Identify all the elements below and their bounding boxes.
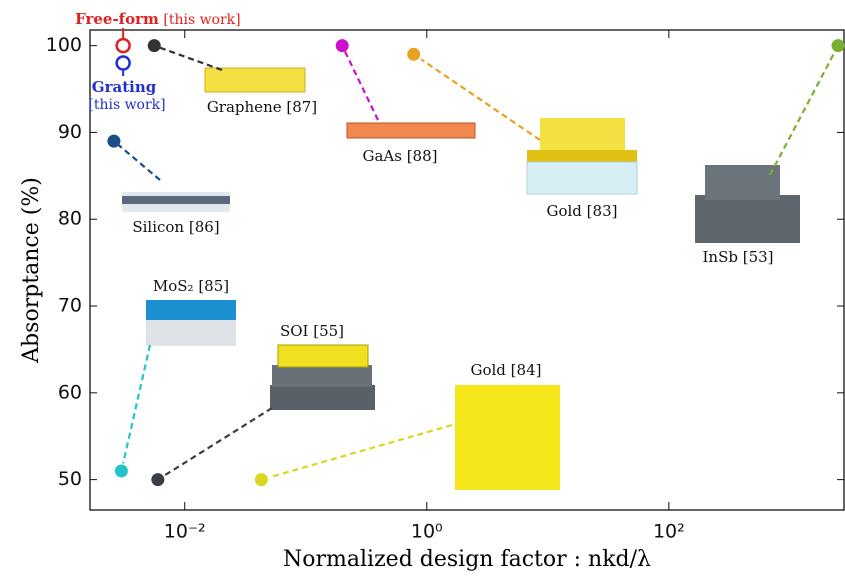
x-tick-label: 10⁰ (411, 521, 443, 543)
illustration (146, 300, 236, 320)
arrow (272, 423, 453, 478)
arrow (157, 46, 223, 72)
point-label: MoS₂ [85] (153, 277, 229, 295)
y-tick-label: 80 (58, 208, 82, 230)
plot-frame (89, 29, 845, 511)
point-label: SOI [55] (280, 322, 344, 340)
illustration (146, 318, 236, 346)
point-note: [this work] (88, 97, 165, 113)
x-tick-label: 10⁻² (164, 521, 206, 543)
illustration (270, 385, 375, 410)
point-label: Silicon [86] (132, 218, 219, 236)
data-point (147, 39, 161, 53)
illustration (695, 195, 800, 243)
y-tick-label: 100 (46, 34, 82, 56)
data-point (115, 37, 131, 54)
data-point (831, 39, 845, 53)
y-tick-label: 50 (58, 468, 82, 490)
illustration (705, 165, 780, 200)
y-axis-label: Absorptance (%) (19, 177, 44, 364)
arrow (420, 58, 541, 141)
data-point (151, 473, 165, 487)
y-tick-label: 70 (58, 295, 82, 317)
y-tick-label: 60 (58, 381, 82, 403)
data-point (114, 464, 128, 478)
point-label: Gold [83] (547, 202, 618, 220)
data-point (407, 47, 421, 61)
point-label: Graphene [87] (207, 98, 317, 116)
arrow (769, 52, 835, 176)
x-axis-label: Normalized design factor : nkd/λ (283, 547, 651, 572)
data-point (115, 55, 131, 71)
arrow (115, 142, 161, 181)
illustration (526, 161, 638, 195)
illustration (455, 385, 560, 490)
illustration (272, 365, 372, 387)
arrow (122, 344, 152, 464)
point-label: Grating (92, 78, 157, 96)
illustration (540, 118, 625, 150)
x-tick-label: 10² (653, 521, 685, 543)
illustration (204, 67, 306, 93)
illustration (346, 122, 476, 139)
illustration (122, 196, 230, 204)
point-label: Gold [84] (471, 361, 542, 379)
point-note: [this work] (163, 12, 240, 28)
y-tick-label: 90 (58, 121, 82, 143)
point-label: InSb [53] (702, 248, 773, 266)
data-point (335, 39, 349, 53)
illustration (527, 150, 637, 162)
point-label: Free-form (75, 10, 159, 28)
point-label: GaAs [88] (362, 147, 437, 165)
arrow (164, 407, 273, 477)
illustration (277, 344, 369, 368)
data-point (254, 473, 268, 487)
arrow (343, 49, 379, 121)
data-point (107, 134, 121, 148)
